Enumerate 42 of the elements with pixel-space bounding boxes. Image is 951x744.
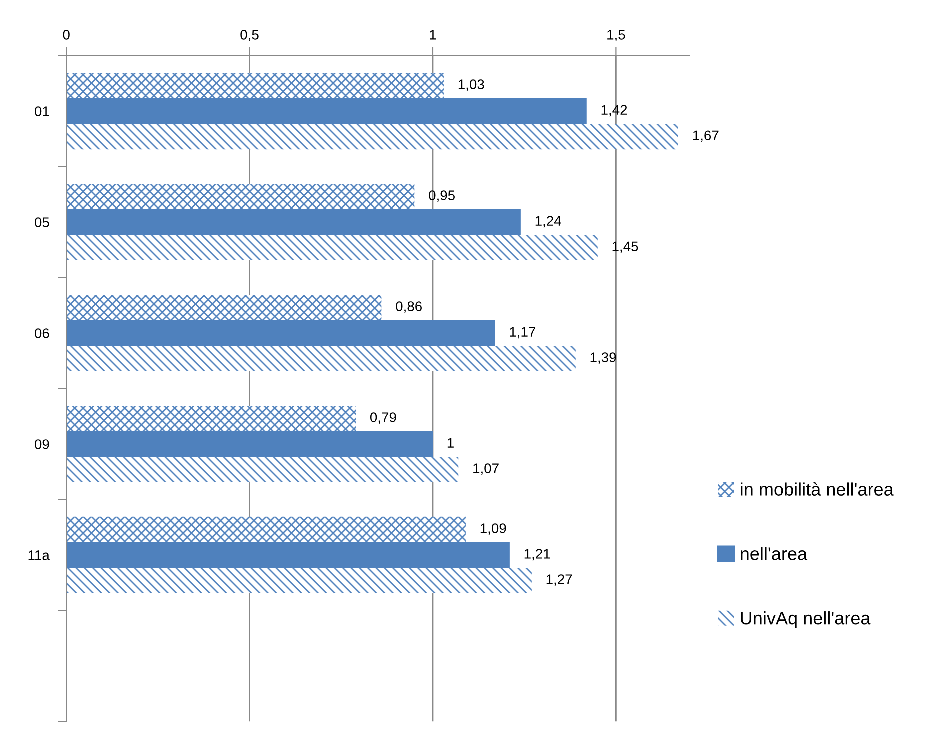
y-tick-label: 01 bbox=[35, 106, 50, 116]
bar bbox=[66, 98, 587, 124]
data-label: 0,86 bbox=[396, 302, 422, 314]
y-tick-label: 09 bbox=[35, 440, 50, 450]
bar bbox=[66, 346, 576, 372]
data-label: 1 bbox=[448, 438, 454, 448]
data-label: 1,67 bbox=[693, 130, 719, 142]
bar bbox=[66, 184, 415, 210]
data-label: 1,03 bbox=[458, 80, 484, 92]
data-label: 0,79 bbox=[370, 412, 396, 424]
data-label: 1,09 bbox=[480, 524, 506, 536]
bar bbox=[66, 456, 459, 483]
bar bbox=[66, 320, 496, 346]
y-tick-label: 05 bbox=[35, 218, 50, 228]
bar bbox=[66, 124, 678, 150]
data-label: 1,42 bbox=[602, 105, 628, 117]
data-label: 1,45 bbox=[612, 242, 638, 254]
legend-label: in mobilità nell'area bbox=[741, 482, 894, 496]
y-tick-label: 11a bbox=[28, 550, 50, 560]
legend-label: UnivAq nell'area bbox=[741, 612, 871, 628]
data-label: 1,21 bbox=[524, 549, 550, 561]
bar bbox=[66, 431, 433, 457]
bar bbox=[66, 73, 444, 99]
bar bbox=[66, 235, 598, 261]
bar bbox=[66, 542, 510, 568]
x-tick-label: 1 bbox=[430, 30, 436, 40]
bar bbox=[66, 210, 521, 236]
x-tick-label: 1,5 bbox=[608, 30, 626, 42]
x-tick-label: 0 bbox=[63, 30, 70, 40]
x-tick-label: 0,5 bbox=[240, 30, 259, 42]
bar bbox=[66, 568, 532, 594]
data-label: 0,95 bbox=[429, 190, 455, 202]
data-label: 1,24 bbox=[536, 216, 562, 228]
y-tick-label: 06 bbox=[35, 328, 50, 338]
legend-label: nell'area bbox=[741, 547, 808, 560]
data-label: 1,39 bbox=[590, 352, 616, 364]
bar bbox=[66, 516, 466, 542]
bar bbox=[66, 294, 382, 320]
bar bbox=[66, 406, 356, 432]
data-label: 1,27 bbox=[546, 574, 572, 586]
data-label: 1,07 bbox=[474, 464, 499, 476]
data-label: 1,17 bbox=[510, 327, 536, 339]
